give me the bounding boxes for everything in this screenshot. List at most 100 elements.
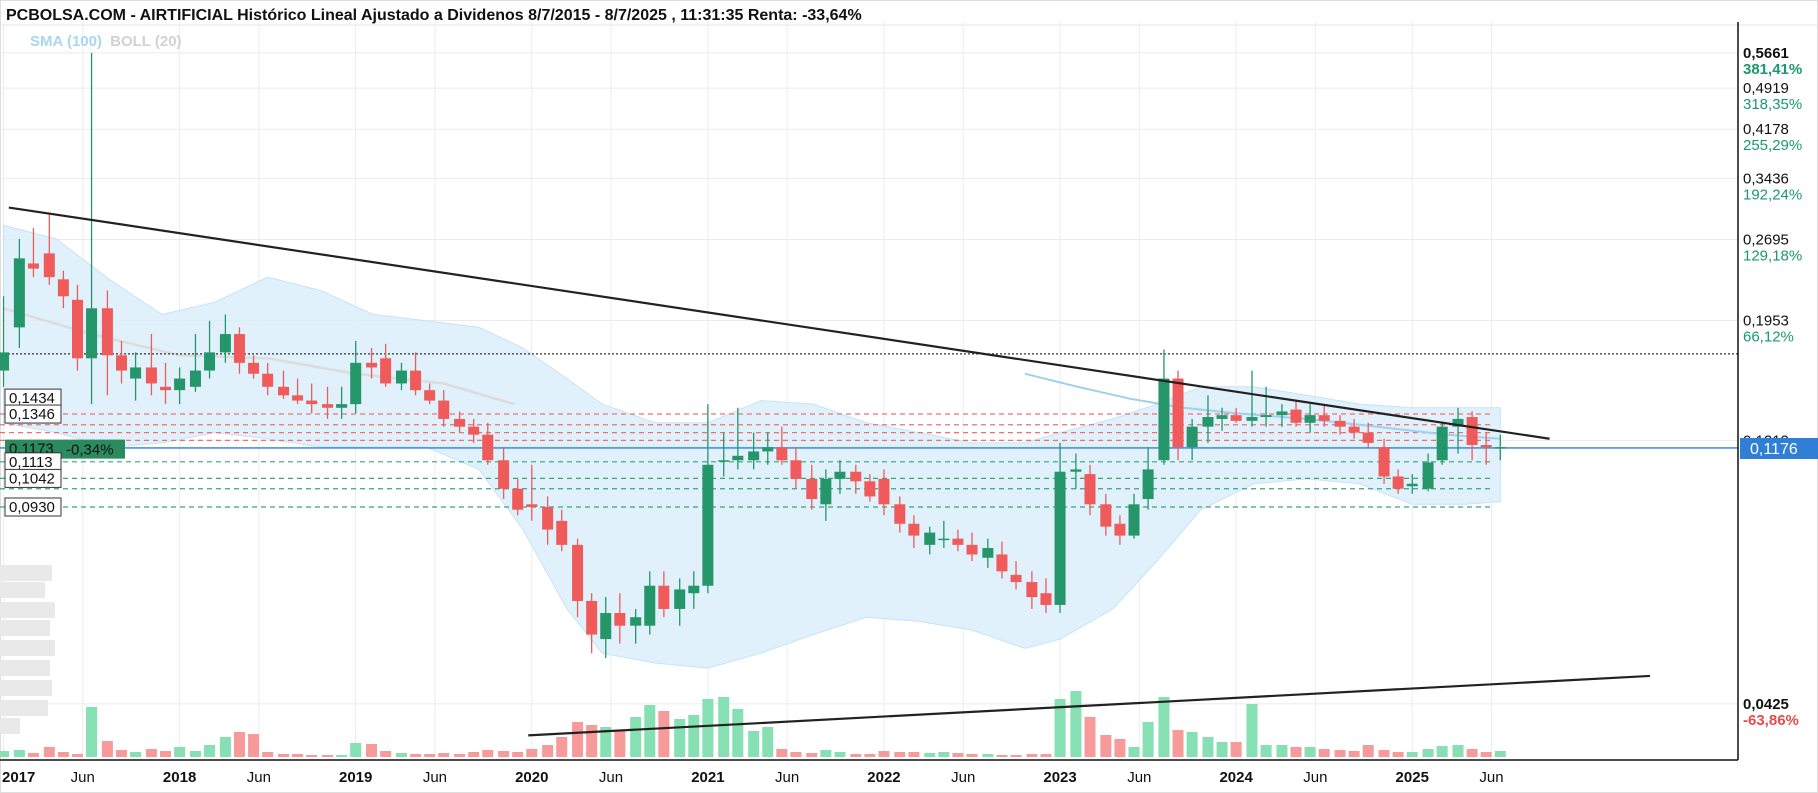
- volume-bar: [924, 753, 936, 757]
- volume-bar: [395, 753, 407, 757]
- candle-body: [1480, 445, 1492, 448]
- volume-profile-bar: [0, 660, 50, 676]
- y-tick-label: 0,1953: [1743, 312, 1789, 329]
- candle-body: [410, 370, 422, 391]
- candle-body: [380, 358, 392, 384]
- candle-body: [1318, 415, 1330, 421]
- volume-bar: [894, 752, 906, 757]
- candle-body: [322, 404, 334, 408]
- volume-bar: [512, 752, 524, 757]
- candle-body: [248, 362, 260, 374]
- volume-profile-bar: [0, 582, 45, 598]
- volume-bar: [1114, 739, 1126, 757]
- volume-bar: [43, 747, 55, 757]
- legend-boll[interactable]: BOLL (20): [110, 33, 182, 50]
- candle-body: [996, 554, 1008, 572]
- candle-body: [572, 544, 584, 601]
- volume-bar: [1304, 747, 1316, 757]
- candle-body: [1186, 426, 1198, 448]
- x-axis-labels: 2017 Jun 2018 Jun 2019 Jun 2020 Jun 2021 Jun 2022 J…: [2, 769, 1504, 786]
- volume-bar: [908, 752, 920, 757]
- volume-bar: [1378, 750, 1390, 757]
- volume-profile-bar: [0, 602, 55, 618]
- volume-bar: [600, 727, 612, 757]
- candle-body: [57, 279, 69, 297]
- y-tick-label: 0,0425: [1743, 696, 1789, 713]
- candle-body: [1260, 415, 1272, 418]
- volume-bar: [1054, 699, 1066, 757]
- y-tick-label: 0,4178: [1743, 121, 1789, 138]
- candle-body: [1100, 504, 1112, 527]
- volume-bar: [688, 715, 700, 757]
- level-label-0930: 0,0930: [9, 499, 55, 516]
- volume-profile-bar: [0, 640, 55, 656]
- level-label-1113: 0,1113: [9, 454, 53, 471]
- volume-bar: [952, 753, 964, 757]
- candle-body: [1406, 483, 1418, 487]
- x-month-label: Jun: [71, 769, 95, 786]
- candle-body: [498, 460, 510, 489]
- candle-body: [718, 460, 730, 462]
- x-year-label: 2020: [515, 769, 548, 786]
- candle-body: [614, 613, 626, 626]
- x-year-label: 2018: [163, 769, 196, 786]
- candle-body: [776, 447, 788, 461]
- volume-bar: [71, 754, 83, 757]
- candle-body: [702, 464, 714, 586]
- volume-bars: [0, 691, 1506, 757]
- volume-bar: [1172, 730, 1184, 757]
- volume-bar: [1230, 742, 1242, 757]
- volume-bar: [542, 745, 554, 757]
- candle-body: [1084, 474, 1096, 505]
- x-month-label: Jun: [1479, 769, 1503, 786]
- volume-bar: [850, 754, 862, 757]
- volume-bar: [1436, 746, 1448, 757]
- level-label-1346-box: [4, 404, 62, 424]
- volume-bar: [1406, 752, 1418, 757]
- volume-bar: [498, 751, 510, 757]
- y-tick-percent: 66,12%: [1743, 328, 1794, 345]
- candle-body: [894, 504, 906, 524]
- volume-bar: [86, 707, 98, 757]
- volume-bar: [1466, 749, 1478, 757]
- candle-body: [145, 367, 157, 384]
- candle-body: [1054, 471, 1066, 605]
- volume-bar: [380, 751, 392, 757]
- volume-bar: [1260, 745, 1272, 757]
- candle-body: [1276, 411, 1288, 416]
- x-year-label: 2022: [867, 769, 900, 786]
- volume-bar: [748, 731, 760, 757]
- volume-bar: [1158, 697, 1170, 757]
- candle-body: [306, 400, 318, 405]
- candle-body: [748, 451, 760, 461]
- candle-body: [732, 455, 744, 461]
- y-tick-percent: 318,35%: [1743, 96, 1802, 113]
- volume-profile-bar: [0, 700, 48, 716]
- volume-bar: [57, 752, 69, 757]
- candle-body: [1230, 415, 1242, 421]
- candle-body: [1128, 504, 1140, 536]
- candle-body: [688, 585, 700, 594]
- volume-bar: [350, 743, 362, 757]
- x-month-label: Jun: [1303, 769, 1327, 786]
- volume-bar: [0, 751, 10, 757]
- candle-body: [424, 390, 436, 401]
- indicator-legend: SMA (100) BOLL (20): [30, 33, 182, 50]
- volume-bar: [454, 754, 466, 757]
- candle-body: [586, 600, 598, 635]
- candle-body: [1304, 415, 1316, 423]
- volume-bar: [586, 725, 598, 757]
- volume-bar: [982, 754, 994, 757]
- volume-bar: [204, 745, 216, 757]
- volume-bar: [996, 755, 1008, 757]
- candle-body: [982, 548, 994, 558]
- legend-sma[interactable]: SMA (100): [30, 33, 102, 50]
- candle-body: [1378, 447, 1390, 477]
- candle-body: [1290, 409, 1302, 423]
- x-year-label: 2025: [1396, 769, 1429, 786]
- candle-body: [658, 585, 670, 609]
